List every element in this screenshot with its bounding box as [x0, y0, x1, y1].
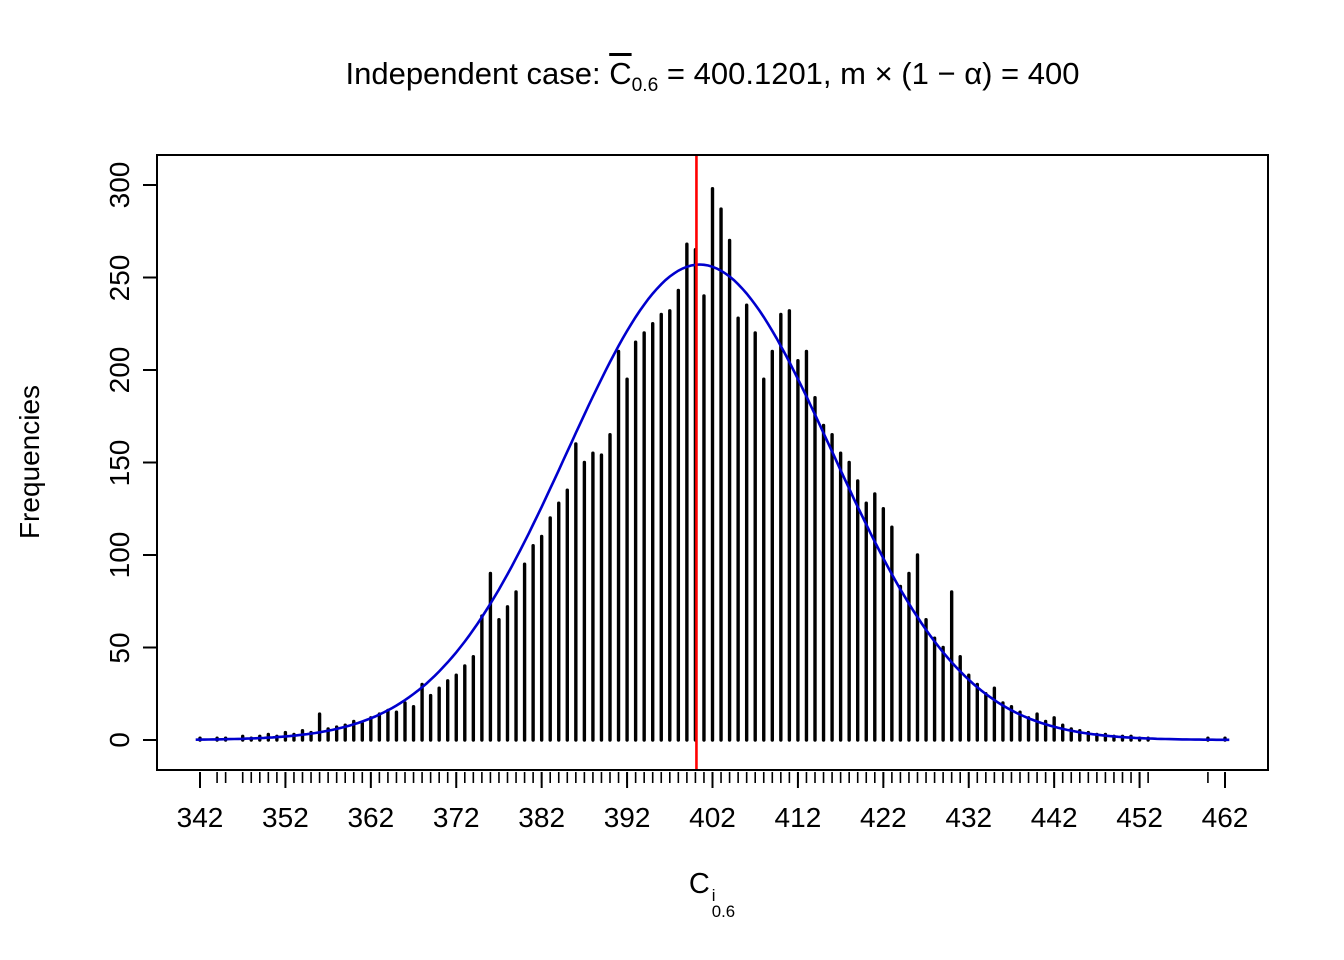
x-tick-label: 352 [262, 802, 309, 833]
y-tick-label: 0 [104, 732, 135, 748]
x-tick-label: 382 [518, 802, 566, 833]
x-axis-superscript: i [711, 885, 716, 905]
x-tick-label: 342 [176, 802, 224, 833]
x-tick-label: 432 [945, 802, 993, 833]
x-tick-label: 362 [347, 802, 395, 833]
x-tick-label: 442 [1030, 802, 1078, 833]
x-tick-label: 422 [859, 802, 907, 833]
x-tick-label: 372 [432, 802, 480, 833]
cbar-subscript: 0.6 [631, 75, 659, 97]
cbar-symbol: C [609, 56, 632, 91]
y-tick-label: 50 [104, 631, 135, 664]
x-tick-label: 392 [603, 802, 651, 833]
density-curve [195, 263, 1230, 742]
y-tick-label: 100 [104, 531, 135, 579]
y-tick-label: 200 [104, 346, 135, 394]
y-tick-label: 300 [104, 161, 135, 209]
x-tick-label: 402 [689, 802, 736, 833]
x-tick-label: 452 [1116, 802, 1163, 833]
y-tick-label: 150 [104, 439, 135, 486]
chart-title-rest: = 400.1201, m × (1 − α) = 400 [658, 56, 1080, 91]
x-tick-label: 412 [774, 802, 822, 833]
y-tick-label: 250 [104, 254, 135, 301]
x-axis-symbol: C [688, 868, 710, 900]
x-tick-label: 462 [1201, 802, 1249, 833]
chart-title-prefix: Independent case: [345, 56, 610, 91]
y-axis-title: Frequencies [14, 384, 45, 540]
x-axis-subscript: 0.6 [711, 902, 736, 922]
chart-title: Independent case: C0.6 = 400.1201, m × (… [157, 56, 1268, 97]
x-axis-symbol-scripts: i 0.6 [711, 885, 736, 922]
